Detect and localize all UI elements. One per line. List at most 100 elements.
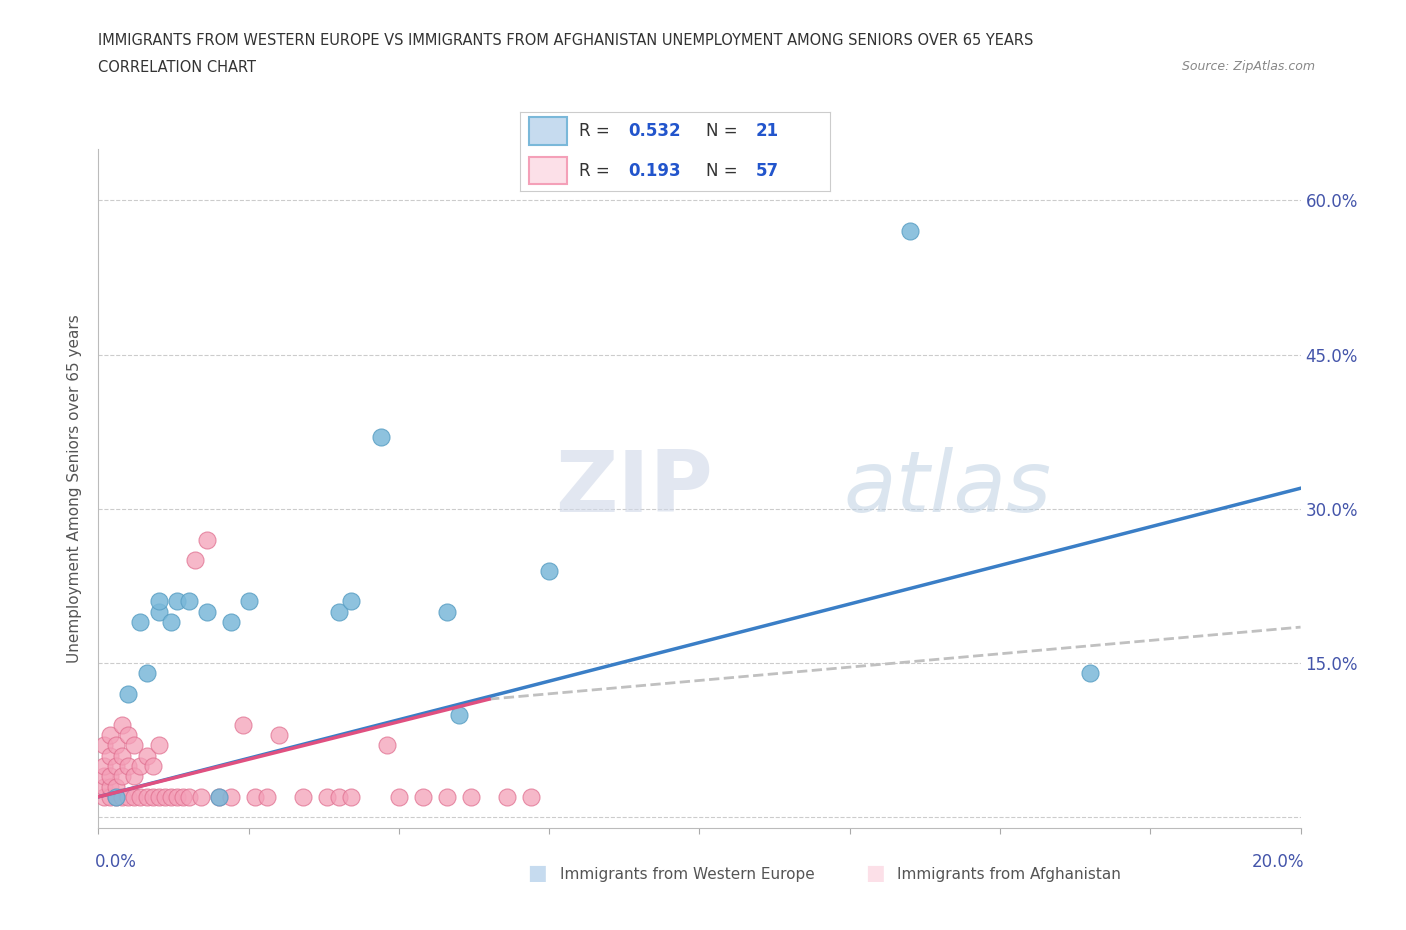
Point (105, 790, 128, 804)
Point (153, 790, 176, 804)
Text: ■: ■ (865, 863, 884, 883)
Point (100, 769, 122, 784)
Point (267, 727, 290, 742)
Point (538, 563, 561, 578)
Point (105, 779, 128, 794)
Point (232, 717, 254, 732)
Point (135, 749, 157, 764)
Point (117, 759, 139, 774)
Text: ZIP: ZIP (555, 446, 713, 530)
Point (93, 759, 115, 774)
Text: CORRELATION CHART: CORRELATION CHART (98, 60, 256, 75)
Point (436, 604, 458, 619)
Text: Source: ZipAtlas.com: Source: ZipAtlas.com (1181, 60, 1315, 73)
Text: 21: 21 (755, 123, 779, 140)
Point (129, 759, 152, 774)
Point (195, 604, 218, 619)
Point (117, 727, 139, 742)
Point (291, 790, 314, 804)
Text: R =: R = (579, 162, 614, 179)
Point (256, 790, 278, 804)
Point (124, 738, 146, 753)
Point (219, 790, 242, 804)
Point (141, 759, 163, 774)
Point (124, 769, 146, 784)
Point (388, 790, 411, 804)
Point (195, 532, 218, 547)
Point (105, 738, 128, 753)
Text: Immigrants from Afghanistan: Immigrants from Afghanistan (897, 867, 1121, 882)
Point (148, 738, 170, 753)
Point (375, 738, 398, 753)
Point (315, 790, 337, 804)
Point (111, 717, 134, 732)
Point (105, 790, 128, 804)
Point (100, 727, 122, 742)
Text: 0.193: 0.193 (628, 162, 681, 179)
Y-axis label: Unemployment Among Seniors over 65 years: Unemployment Among Seniors over 65 years (67, 314, 83, 662)
Point (1078, 666, 1101, 681)
Point (412, 790, 434, 804)
Point (328, 604, 350, 619)
Point (340, 790, 363, 804)
Point (520, 790, 543, 804)
Text: 20.0%: 20.0% (1251, 853, 1305, 871)
Point (135, 790, 157, 804)
Point (370, 430, 392, 445)
Point (243, 790, 266, 804)
Point (100, 749, 122, 764)
Text: Immigrants from Western Europe: Immigrants from Western Europe (560, 867, 814, 882)
Point (100, 790, 122, 804)
Point (436, 790, 458, 804)
Point (447, 707, 470, 722)
Point (124, 790, 146, 804)
Point (117, 686, 139, 701)
FancyBboxPatch shape (530, 156, 567, 184)
FancyBboxPatch shape (530, 117, 567, 145)
Point (148, 594, 170, 609)
Text: N =: N = (706, 162, 742, 179)
Point (460, 790, 482, 804)
Point (898, 223, 921, 238)
Point (117, 790, 139, 804)
Text: ■: ■ (527, 863, 547, 883)
Point (148, 604, 170, 619)
Text: atlas: atlas (844, 446, 1052, 530)
Point (129, 790, 152, 804)
Point (177, 790, 200, 804)
Text: R =: R = (579, 123, 614, 140)
Point (238, 594, 260, 609)
Text: 57: 57 (755, 162, 779, 179)
Point (100, 779, 122, 794)
Point (340, 594, 363, 609)
Text: 0.532: 0.532 (628, 123, 681, 140)
Point (141, 790, 163, 804)
Point (159, 790, 181, 804)
Point (183, 552, 205, 567)
Point (111, 749, 134, 764)
Point (166, 790, 188, 804)
Point (496, 790, 519, 804)
Text: 0.0%: 0.0% (94, 853, 136, 871)
Point (93, 779, 115, 794)
Point (111, 769, 134, 784)
Point (219, 615, 242, 630)
Point (93, 738, 115, 753)
Point (208, 790, 231, 804)
Point (159, 615, 181, 630)
Text: N =: N = (706, 123, 742, 140)
Point (93, 790, 115, 804)
Point (328, 790, 350, 804)
Point (93, 769, 115, 784)
Point (177, 594, 200, 609)
Point (148, 790, 170, 804)
Point (111, 790, 134, 804)
Point (135, 666, 157, 681)
Text: IMMIGRANTS FROM WESTERN EUROPE VS IMMIGRANTS FROM AFGHANISTAN UNEMPLOYMENT AMONG: IMMIGRANTS FROM WESTERN EUROPE VS IMMIGR… (98, 33, 1033, 47)
Point (208, 790, 231, 804)
Point (190, 790, 212, 804)
Point (105, 759, 128, 774)
Point (129, 615, 152, 630)
Point (172, 790, 194, 804)
Point (166, 594, 188, 609)
